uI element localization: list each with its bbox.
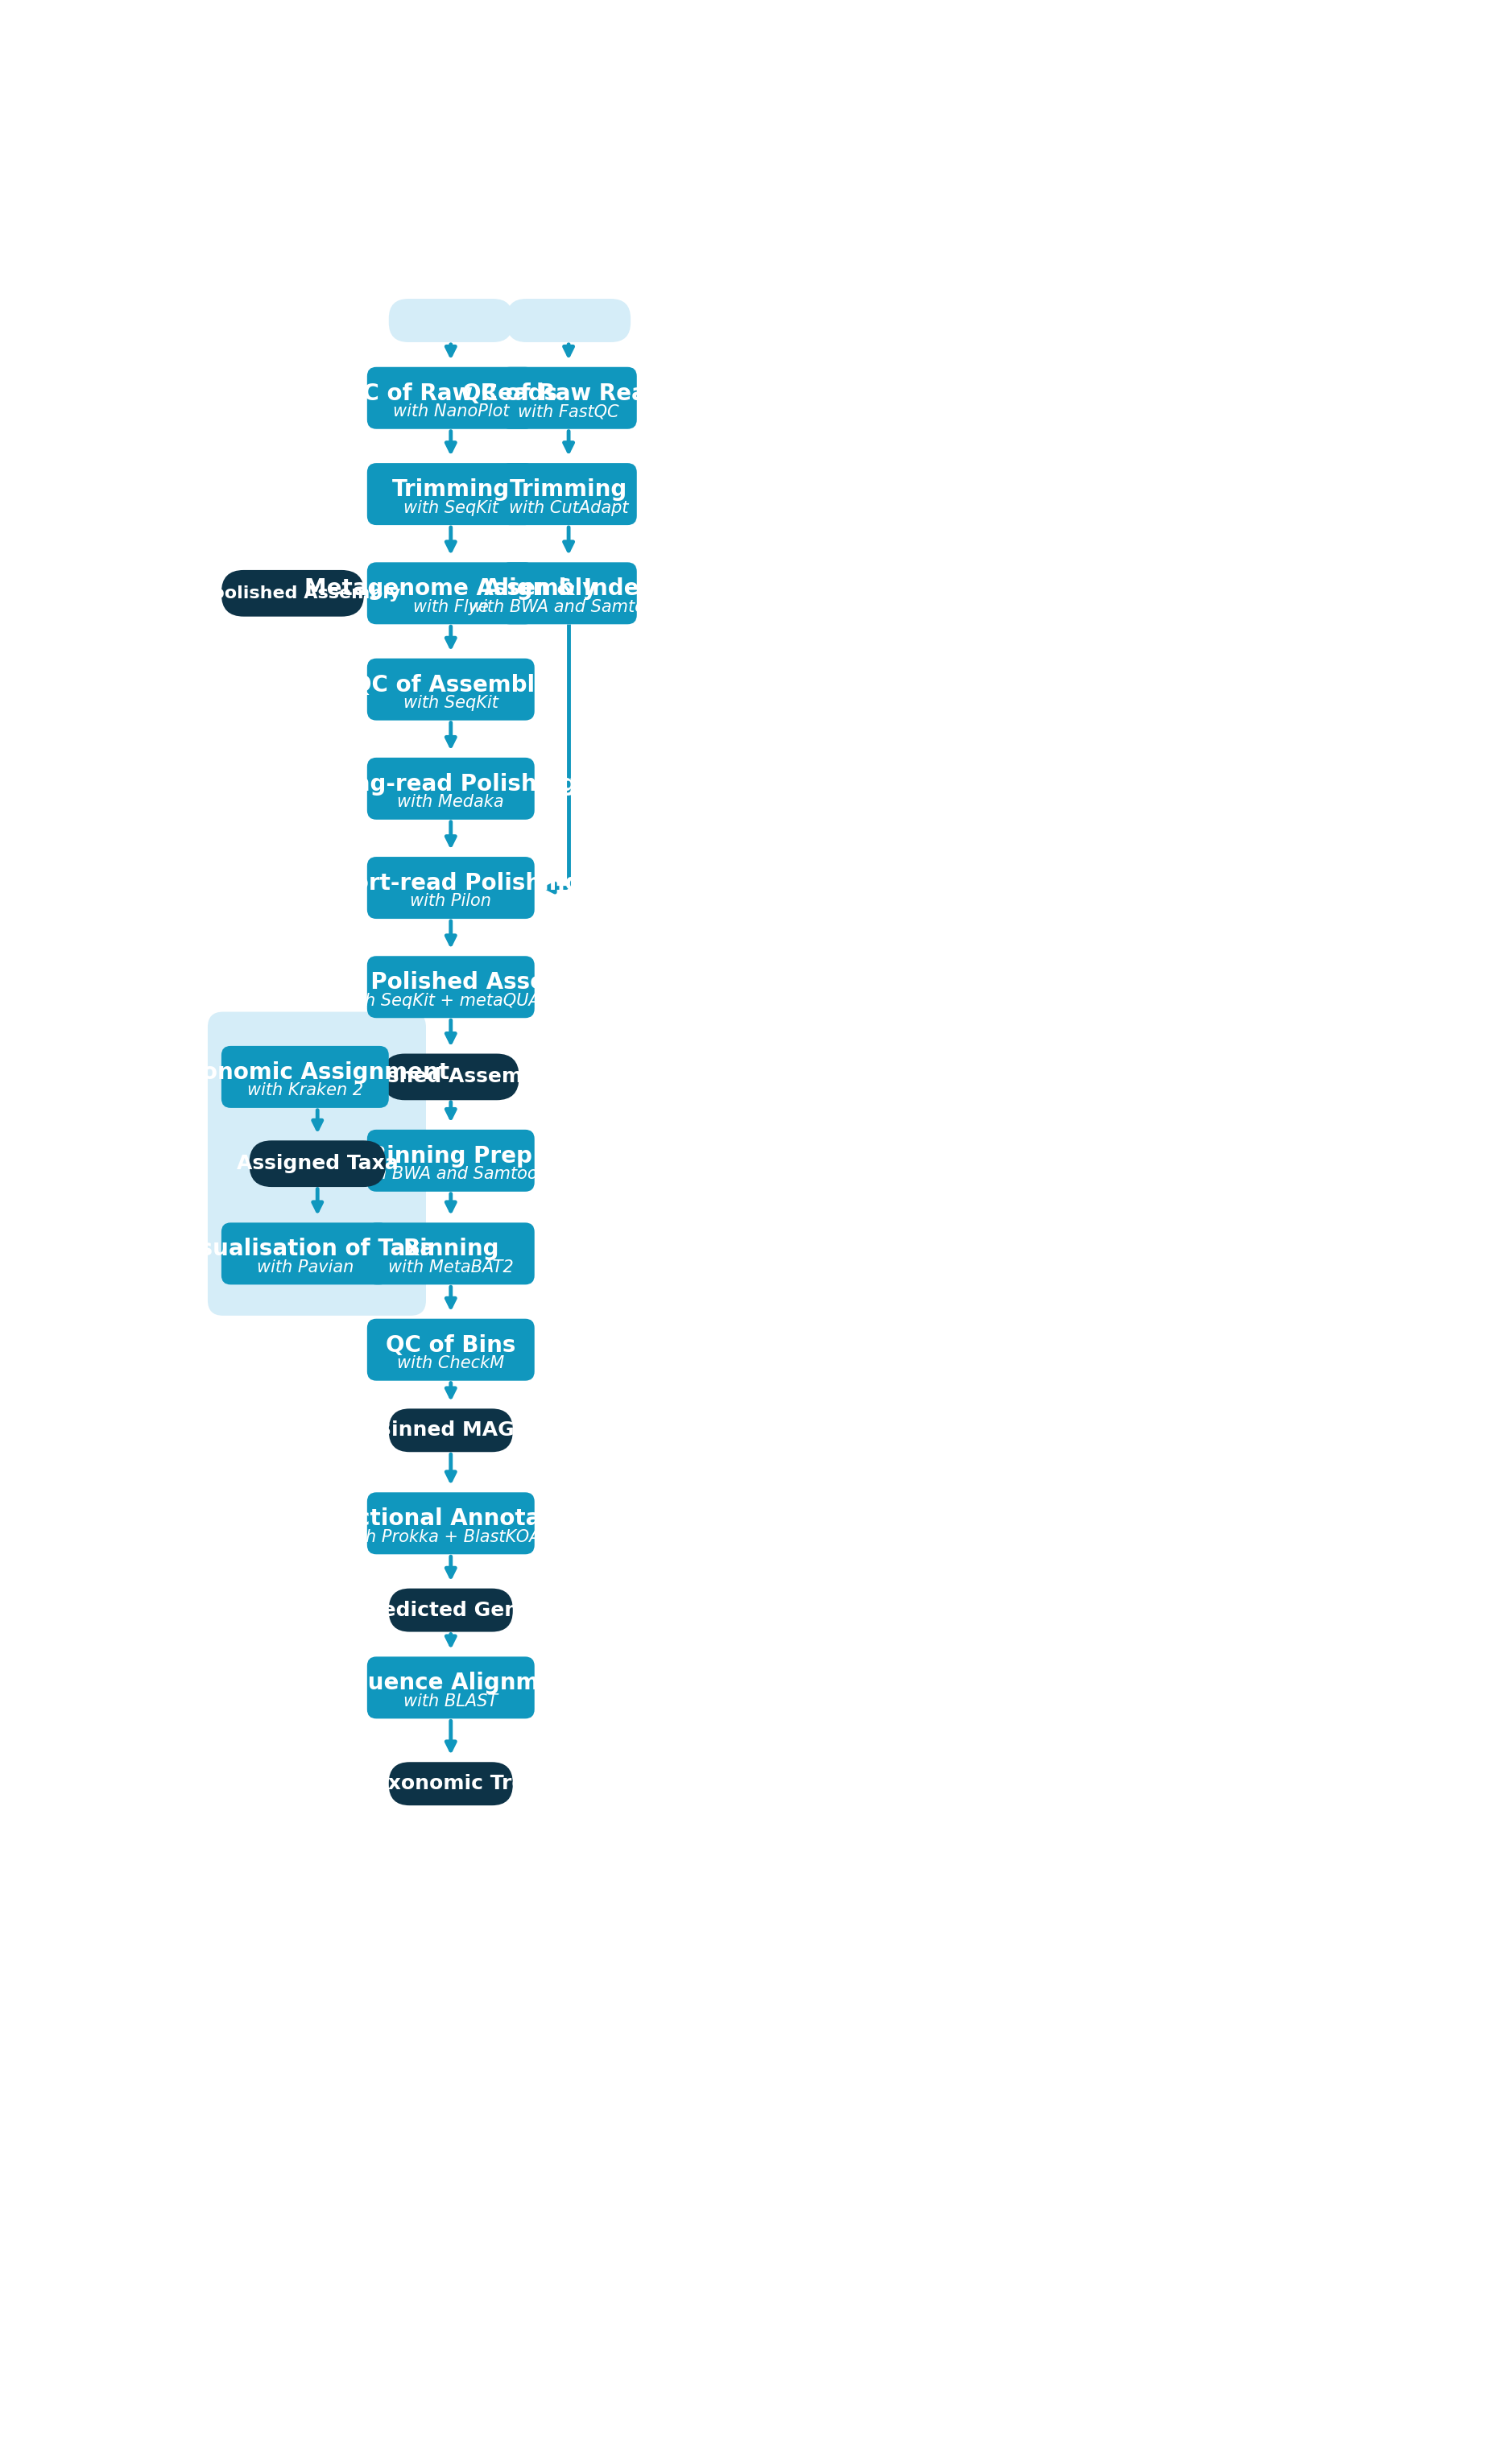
- Text: Taxonomic Assignment: Taxonomic Assignment: [161, 1062, 449, 1084]
- Text: with BWA and Samtools: with BWA and Samtools: [469, 599, 669, 616]
- Text: Predicted Genes: Predicted Genes: [357, 1602, 543, 1619]
- FancyBboxPatch shape: [388, 298, 512, 342]
- FancyBboxPatch shape: [221, 569, 364, 616]
- FancyBboxPatch shape: [382, 1055, 520, 1099]
- Text: QC of Raw Reads: QC of Raw Reads: [461, 382, 675, 404]
- Text: with Flye: with Flye: [414, 599, 488, 616]
- FancyBboxPatch shape: [221, 1045, 388, 1109]
- Text: with Pilon: with Pilon: [411, 894, 491, 909]
- Text: with Prokka + BlastKOALA: with Prokka + BlastKOALA: [340, 1530, 561, 1545]
- Text: with BLAST: with BLAST: [403, 1693, 499, 1710]
- FancyBboxPatch shape: [367, 756, 534, 821]
- Text: with NanoPlot: with NanoPlot: [393, 404, 509, 419]
- Text: Short-read Polishing: Short-read Polishing: [321, 872, 581, 894]
- FancyBboxPatch shape: [367, 1656, 534, 1720]
- FancyBboxPatch shape: [249, 1141, 385, 1188]
- FancyBboxPatch shape: [367, 956, 534, 1018]
- Text: Taxonomic Tree: Taxonomic Tree: [363, 1774, 539, 1794]
- FancyBboxPatch shape: [367, 1129, 534, 1193]
- Text: Sequence Alignment: Sequence Alignment: [321, 1673, 581, 1695]
- Text: QC of Bins: QC of Bins: [385, 1333, 515, 1358]
- Text: with SeqKit: with SeqKit: [403, 695, 499, 712]
- FancyBboxPatch shape: [500, 367, 638, 429]
- FancyBboxPatch shape: [388, 1409, 512, 1451]
- Text: Align & Index: Align & Index: [484, 577, 654, 601]
- FancyBboxPatch shape: [506, 298, 630, 342]
- Text: with Pavian: with Pavian: [257, 1259, 354, 1276]
- Text: with Medaka: with Medaka: [397, 793, 505, 811]
- FancyBboxPatch shape: [388, 1589, 512, 1631]
- Text: with Kraken 2: with Kraken 2: [246, 1082, 363, 1099]
- FancyBboxPatch shape: [500, 562, 638, 623]
- Text: Long-read Polishing: Long-read Polishing: [325, 774, 576, 796]
- FancyBboxPatch shape: [367, 1493, 534, 1555]
- Text: QC of Raw Reads: QC of Raw Reads: [343, 382, 557, 404]
- FancyBboxPatch shape: [221, 1222, 388, 1284]
- FancyBboxPatch shape: [208, 1013, 426, 1316]
- Text: with CheckM: with CheckM: [397, 1355, 505, 1372]
- FancyBboxPatch shape: [367, 463, 534, 525]
- FancyBboxPatch shape: [500, 463, 638, 525]
- Text: with SeqKit + metaQUAST: with SeqKit + metaQUAST: [340, 993, 561, 1008]
- Text: with FastQC: with FastQC: [518, 404, 620, 419]
- FancyBboxPatch shape: [367, 857, 534, 919]
- Text: Trimming: Trimming: [391, 478, 509, 500]
- Text: with CutAdapt: with CutAdapt: [509, 500, 629, 515]
- Text: Functional Annotation: Functional Annotation: [311, 1508, 591, 1530]
- Text: Visualisation of Taxa: Visualisation of Taxa: [175, 1237, 434, 1262]
- FancyBboxPatch shape: [367, 658, 534, 719]
- Text: Unpolished Assembly: Unpolished Assembly: [185, 586, 400, 601]
- FancyBboxPatch shape: [388, 1762, 512, 1806]
- Text: Metagenome Assembly: Metagenome Assembly: [305, 577, 597, 601]
- Text: Binned MAGs: Binned MAGs: [376, 1422, 526, 1439]
- Text: Binning: Binning: [403, 1237, 499, 1262]
- Text: Binning Prep: Binning Prep: [369, 1146, 532, 1168]
- FancyBboxPatch shape: [367, 367, 534, 429]
- Text: QC of Polished Assembly: QC of Polished Assembly: [294, 971, 606, 993]
- Text: with BWA and Samtools: with BWA and Samtools: [351, 1165, 551, 1183]
- FancyBboxPatch shape: [367, 562, 534, 623]
- Text: with SeqKit: with SeqKit: [403, 500, 499, 515]
- Text: Assigned Taxa: Assigned Taxa: [237, 1153, 399, 1173]
- Text: QC of Assembly: QC of Assembly: [352, 673, 549, 697]
- Text: Trimming: Trimming: [509, 478, 627, 500]
- Text: with MetaBAT2: with MetaBAT2: [388, 1259, 514, 1276]
- FancyBboxPatch shape: [367, 1222, 534, 1284]
- Text: Polished Assembly: Polished Assembly: [345, 1067, 557, 1087]
- FancyBboxPatch shape: [367, 1318, 534, 1380]
